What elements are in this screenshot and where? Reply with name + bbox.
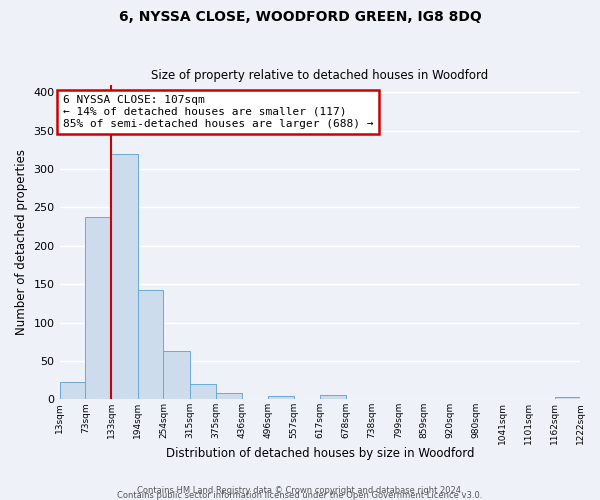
Bar (320, 396, 346, 400)
Bar (137, 290, 163, 400)
Bar (268, 396, 294, 400)
Bar (554, 397, 580, 400)
Bar (85, 218, 111, 400)
Bar (59, 382, 85, 400)
Bar (190, 384, 215, 400)
Bar (215, 393, 242, 400)
Bar (163, 351, 190, 400)
Bar (111, 154, 137, 400)
Text: Contains HM Land Registry data © Crown copyright and database right 2024.: Contains HM Land Registry data © Crown c… (137, 486, 463, 495)
Title: Size of property relative to detached houses in Woodford: Size of property relative to detached ho… (151, 69, 488, 82)
Y-axis label: Number of detached properties: Number of detached properties (15, 149, 28, 335)
Text: 6, NYSSA CLOSE, WOODFORD GREEN, IG8 8DQ: 6, NYSSA CLOSE, WOODFORD GREEN, IG8 8DQ (119, 10, 481, 24)
Text: 6 NYSSA CLOSE: 107sqm
← 14% of detached houses are smaller (117)
85% of semi-det: 6 NYSSA CLOSE: 107sqm ← 14% of detached … (62, 96, 373, 128)
Text: Contains public sector information licensed under the Open Government Licence v3: Contains public sector information licen… (118, 491, 482, 500)
X-axis label: Distribution of detached houses by size in Woodford: Distribution of detached houses by size … (166, 447, 474, 460)
